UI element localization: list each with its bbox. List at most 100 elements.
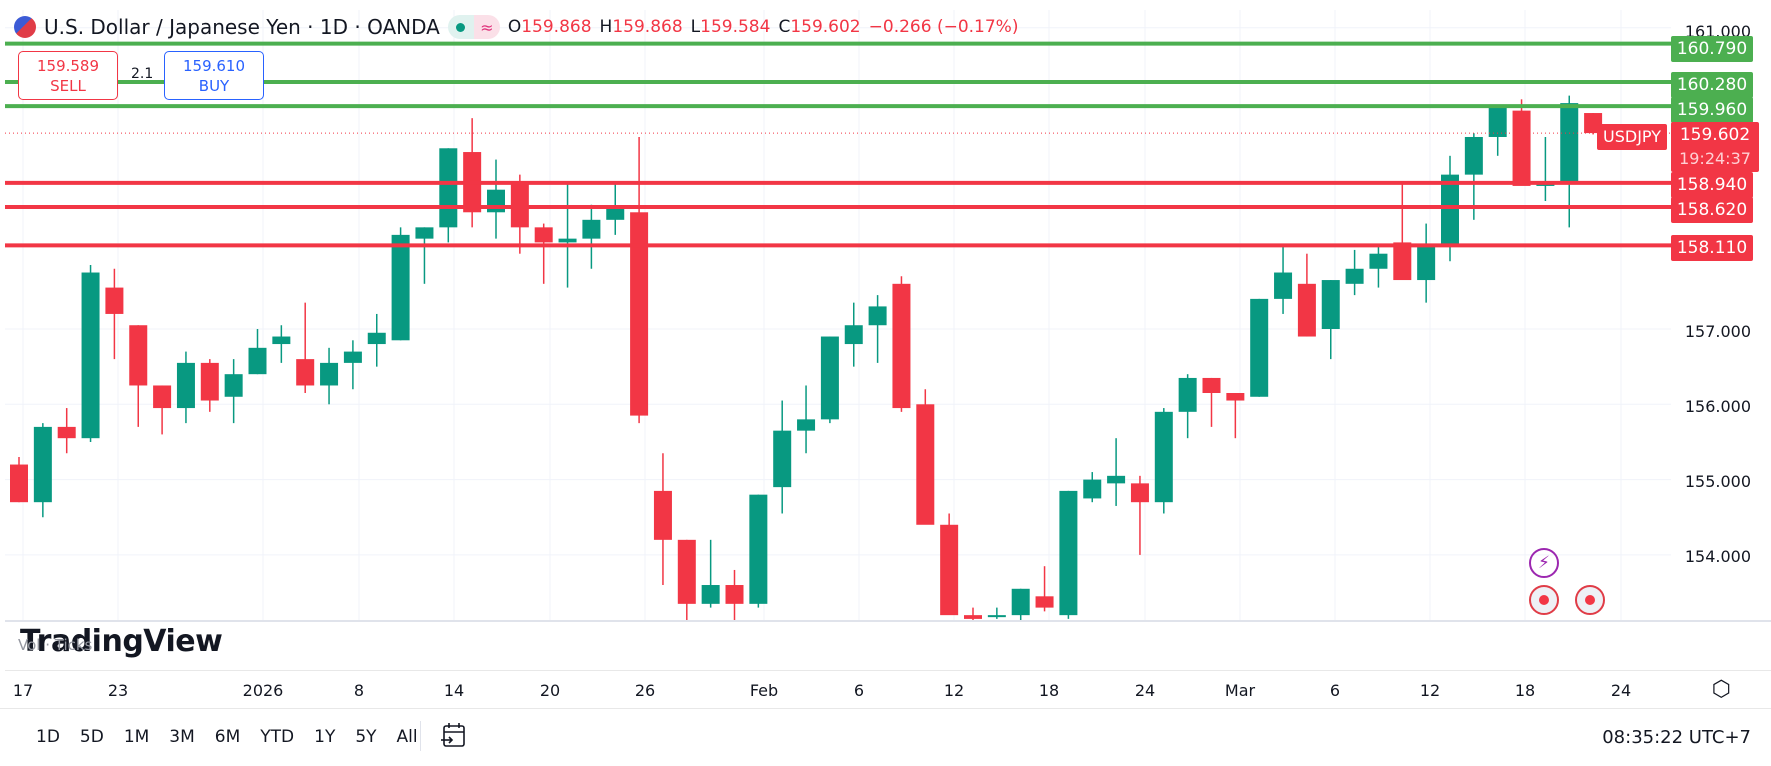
economic-event-icon[interactable] xyxy=(1575,585,1605,615)
candle[interactable] xyxy=(1321,280,1340,360)
time-tick: Feb xyxy=(749,681,779,700)
range-1m[interactable]: 1M xyxy=(123,727,150,747)
range-all[interactable]: All xyxy=(396,727,418,747)
candle[interactable] xyxy=(749,494,768,608)
close-value: 159.602 xyxy=(790,17,861,37)
candle[interactable] xyxy=(773,400,792,514)
candle[interactable] xyxy=(1274,246,1293,314)
range-5y[interactable]: 5Y xyxy=(355,727,377,747)
go-to-date-icon[interactable] xyxy=(440,721,468,751)
timezone-clock[interactable]: 08:35:22 UTC+7 xyxy=(1602,727,1751,748)
sell-button[interactable]: 159.589 SELL xyxy=(18,51,118,100)
time-tick: Mar xyxy=(1224,681,1256,700)
sell-label: SELL xyxy=(50,77,86,95)
chart-pane[interactable] xyxy=(5,10,1671,620)
candle[interactable] xyxy=(129,325,148,427)
change-value: −0.266 (−0.17%) xyxy=(868,17,1019,37)
time-tick: 8 xyxy=(353,681,365,700)
candle[interactable] xyxy=(1130,475,1149,555)
candle[interactable] xyxy=(415,227,434,284)
candle[interactable] xyxy=(1202,377,1221,427)
economic-event-icon[interactable] xyxy=(1529,585,1559,615)
candle[interactable] xyxy=(916,389,935,525)
candle[interactable] xyxy=(558,182,577,288)
candle[interactable] xyxy=(1393,182,1412,281)
candle[interactable] xyxy=(701,539,720,608)
candle[interactable] xyxy=(224,359,243,424)
candle[interactable] xyxy=(1035,566,1054,612)
candle[interactable] xyxy=(987,607,1006,619)
symbol-header: U.S. Dollar / Japanese Yen · 1D · OANDA … xyxy=(14,12,1018,42)
range-3m[interactable]: 3M xyxy=(169,727,195,747)
level-tag-support[interactable]: 158.620 xyxy=(1671,197,1753,223)
candle[interactable] xyxy=(1369,246,1388,288)
range-1y[interactable]: 1Y xyxy=(314,727,336,747)
symbol-title[interactable]: U.S. Dollar / Japanese Yen · 1D · OANDA xyxy=(44,15,440,39)
low-label: L xyxy=(690,17,701,37)
candle[interactable] xyxy=(820,336,839,424)
candle[interactable] xyxy=(153,385,172,435)
level-tag-support[interactable]: 158.110 xyxy=(1671,235,1753,261)
candle[interactable] xyxy=(200,359,219,412)
candle[interactable] xyxy=(248,329,267,375)
candle[interactable] xyxy=(510,174,529,254)
candle[interactable] xyxy=(1345,249,1364,296)
candle[interactable] xyxy=(176,351,195,424)
candle[interactable] xyxy=(1011,588,1030,620)
candle[interactable] xyxy=(1083,472,1102,503)
time-tick: 26 xyxy=(634,681,656,700)
candle[interactable] xyxy=(439,148,458,243)
candle[interactable] xyxy=(10,457,28,503)
candle[interactable] xyxy=(582,204,601,269)
candle[interactable] xyxy=(1107,438,1126,506)
candle[interactable] xyxy=(940,513,959,616)
range-6m[interactable]: 6M xyxy=(214,727,241,747)
candle[interactable] xyxy=(487,159,505,239)
candle[interactable] xyxy=(1059,490,1078,619)
buy-button[interactable]: 159.610 BUY xyxy=(164,51,264,100)
level-tag-support[interactable]: 158.940 xyxy=(1671,172,1753,198)
time-axis[interactable]: 17 23 2026 8 14 20 26 Feb 6 12 18 24 Mar 6 12 18 24 ⬡ xyxy=(5,670,1771,711)
candle[interactable] xyxy=(463,118,482,228)
candle[interactable] xyxy=(1154,408,1173,514)
candlestick-chart[interactable] xyxy=(5,10,1671,620)
candle[interactable] xyxy=(892,276,911,412)
high-label: H xyxy=(599,17,613,37)
candle[interactable] xyxy=(57,408,76,454)
candle[interactable] xyxy=(1512,99,1531,186)
candle[interactable] xyxy=(868,295,887,363)
level-tag-resistance[interactable]: 159.960 xyxy=(1671,97,1753,123)
level-tag-resistance[interactable]: 160.280 xyxy=(1671,72,1753,98)
candle[interactable] xyxy=(367,313,386,367)
candle[interactable] xyxy=(296,302,315,394)
candle[interactable] xyxy=(534,223,553,284)
pane-separator[interactable] xyxy=(5,620,1771,622)
range-1d[interactable]: 1D xyxy=(36,727,60,747)
candle[interactable] xyxy=(1536,136,1555,201)
candle[interactable] xyxy=(1488,106,1507,156)
range-5d[interactable]: 5D xyxy=(79,727,104,747)
candle[interactable] xyxy=(677,539,696,620)
candle[interactable] xyxy=(797,385,816,454)
lightning-event-icon[interactable]: ⚡ xyxy=(1529,548,1559,578)
chart-settings-icon[interactable]: ⬡ xyxy=(1711,677,1731,702)
candle[interactable] xyxy=(105,268,124,360)
time-tick: 18 xyxy=(1514,681,1536,700)
candle[interactable] xyxy=(653,453,672,586)
candle[interactable] xyxy=(1297,253,1316,337)
range-ytd[interactable]: YTD xyxy=(260,727,295,747)
candle[interactable] xyxy=(844,302,863,367)
candle[interactable] xyxy=(1250,298,1269,397)
candle[interactable] xyxy=(320,347,339,405)
candle[interactable] xyxy=(1226,393,1245,439)
market-status[interactable]: ≈ xyxy=(447,15,500,39)
candle[interactable] xyxy=(343,340,362,390)
level-tag-resistance[interactable]: 160.790 xyxy=(1671,36,1753,62)
candle[interactable] xyxy=(81,264,100,442)
candle[interactable] xyxy=(725,569,744,620)
candle[interactable] xyxy=(1178,374,1197,439)
candle[interactable] xyxy=(272,325,291,363)
candle[interactable] xyxy=(33,423,52,518)
candle[interactable] xyxy=(964,607,982,620)
candle[interactable] xyxy=(1417,223,1436,303)
